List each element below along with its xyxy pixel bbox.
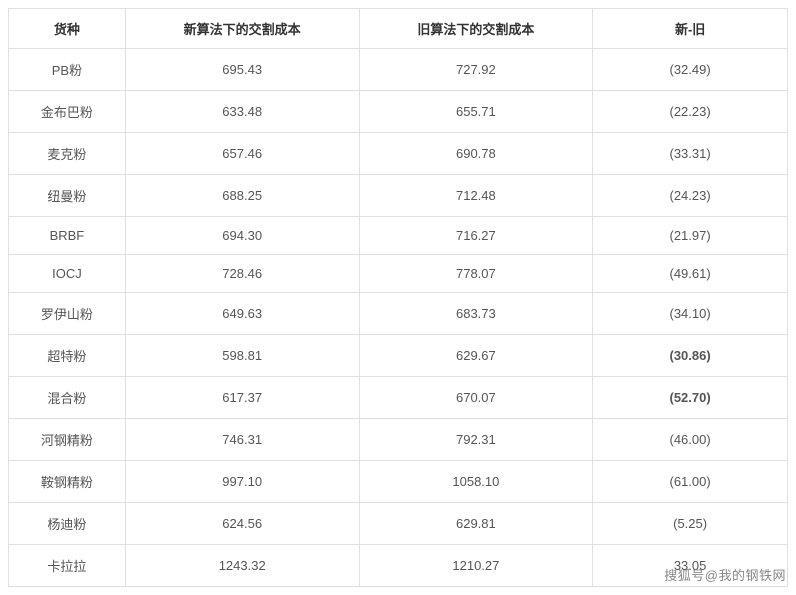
cell-new-cost: 657.46 [125,133,359,175]
cell-new-cost: 624.56 [125,503,359,545]
cell-diff: (32.49) [593,49,788,91]
cell-old-cost: 716.27 [359,217,593,255]
delivery-cost-table: 货种 新算法下的交割成本 旧算法下的交割成本 新-旧 PB粉695.43727.… [8,8,788,587]
table-row: 纽曼粉688.25712.48(24.23) [9,175,788,217]
cell-new-cost: 633.48 [125,91,359,133]
cell-name: 杨迪粉 [9,503,126,545]
table-row: 鞍钢精粉997.101058.10(61.00) [9,461,788,503]
cell-old-cost: 629.67 [359,335,593,377]
cell-new-cost: 728.46 [125,255,359,293]
cell-new-cost: 695.43 [125,49,359,91]
cell-new-cost: 1243.32 [125,545,359,587]
cell-name: 河钢精粉 [9,419,126,461]
cell-new-cost: 617.37 [125,377,359,419]
cell-name: 纽曼粉 [9,175,126,217]
table-row: 金布巴粉633.48655.71(22.23) [9,91,788,133]
cell-name: 罗伊山粉 [9,293,126,335]
cell-name: IOCJ [9,255,126,293]
table-row: 河钢精粉746.31792.31(46.00) [9,419,788,461]
header-diff: 新-旧 [593,9,788,49]
cell-diff: (30.86) [593,335,788,377]
cell-name: 超特粉 [9,335,126,377]
cell-old-cost: 792.31 [359,419,593,461]
cell-new-cost: 598.81 [125,335,359,377]
cell-old-cost: 1210.27 [359,545,593,587]
cell-old-cost: 629.81 [359,503,593,545]
table-row: 超特粉598.81629.67(30.86) [9,335,788,377]
cell-old-cost: 670.07 [359,377,593,419]
table-row: 麦克粉657.46690.78(33.31) [9,133,788,175]
cell-new-cost: 688.25 [125,175,359,217]
header-old-cost: 旧算法下的交割成本 [359,9,593,49]
header-row: 货种 新算法下的交割成本 旧算法下的交割成本 新-旧 [9,9,788,49]
table-row: BRBF694.30716.27(21.97) [9,217,788,255]
cell-name: 卡拉拉 [9,545,126,587]
cell-old-cost: 655.71 [359,91,593,133]
table-row: 罗伊山粉649.63683.73(34.10) [9,293,788,335]
attribution-text: 搜狐号@我的钢铁网 [664,565,786,584]
cell-diff: (21.97) [593,217,788,255]
cell-diff: (24.23) [593,175,788,217]
cell-diff: (5.25) [593,503,788,545]
cell-old-cost: 683.73 [359,293,593,335]
cell-new-cost: 746.31 [125,419,359,461]
table-row: PB粉695.43727.92(32.49) [9,49,788,91]
cell-diff: (52.70) [593,377,788,419]
cell-name: 麦克粉 [9,133,126,175]
cell-new-cost: 649.63 [125,293,359,335]
cell-new-cost: 997.10 [125,461,359,503]
cell-diff: (34.10) [593,293,788,335]
cell-old-cost: 1058.10 [359,461,593,503]
cell-name: 混合粉 [9,377,126,419]
header-new-cost: 新算法下的交割成本 [125,9,359,49]
table-container: 货种 新算法下的交割成本 旧算法下的交割成本 新-旧 PB粉695.43727.… [0,0,796,595]
cell-name: 鞍钢精粉 [9,461,126,503]
table-body: PB粉695.43727.92(32.49)金布巴粉633.48655.71(2… [9,49,788,587]
cell-new-cost: 694.30 [125,217,359,255]
cell-diff: (33.31) [593,133,788,175]
cell-diff: (61.00) [593,461,788,503]
table-row: IOCJ728.46778.07(49.61) [9,255,788,293]
cell-old-cost: 727.92 [359,49,593,91]
cell-name: 金布巴粉 [9,91,126,133]
header-name: 货种 [9,9,126,49]
cell-name: PB粉 [9,49,126,91]
cell-diff: (49.61) [593,255,788,293]
cell-old-cost: 690.78 [359,133,593,175]
cell-old-cost: 778.07 [359,255,593,293]
cell-name: BRBF [9,217,126,255]
table-row: 杨迪粉624.56629.81(5.25) [9,503,788,545]
cell-diff: (22.23) [593,91,788,133]
cell-old-cost: 712.48 [359,175,593,217]
table-row: 混合粉617.37670.07(52.70) [9,377,788,419]
cell-diff: (46.00) [593,419,788,461]
table-header: 货种 新算法下的交割成本 旧算法下的交割成本 新-旧 [9,9,788,49]
